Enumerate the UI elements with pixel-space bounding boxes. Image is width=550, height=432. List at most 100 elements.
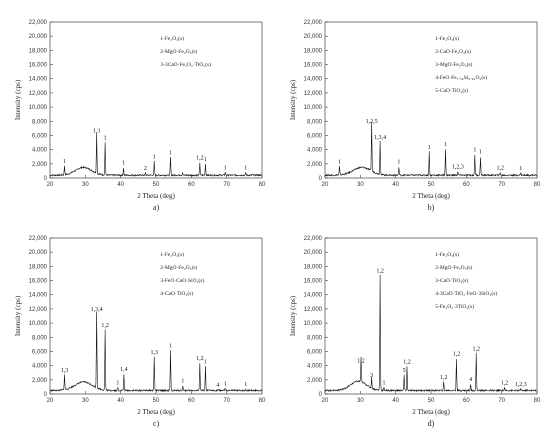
- x-tick-label: 20: [322, 398, 329, 404]
- legend-entry: 5-CaO·TiO₂(s): [435, 87, 468, 94]
- y-tick-label: 10,000: [304, 105, 323, 111]
- xrd-panel-a: 0 2,000 4,000 6,000 8,000 10,000 12,000 14,000 1…: [0, 0, 275, 216]
- peak-label: 1: [63, 159, 66, 165]
- xrd-chart-a: 0 2,000 4,000 6,000 8,000 10,000 12,000 14,000 1…: [14, 20, 266, 212]
- y-tick-label: 8,000: [32, 119, 48, 125]
- y-tick-label: 18,000: [29, 264, 48, 270]
- y-tick-label: 8,000: [307, 119, 323, 125]
- panel-label: b): [428, 203, 435, 212]
- peak-label: 1: [444, 142, 447, 148]
- x-tick-label: 20: [47, 398, 54, 404]
- x-axis-title: 2 Theta (deg): [412, 192, 450, 200]
- x-tick-label: 30: [82, 398, 89, 404]
- xrd-trace: [324, 275, 537, 393]
- y-tick-label: 10,000: [304, 321, 323, 327]
- peak-label: 1: [153, 155, 156, 161]
- y-tick-label: 2,000: [32, 378, 48, 384]
- peak-label: 1,3: [93, 128, 101, 134]
- x-tick-label: 50: [153, 398, 160, 404]
- x-axis-title: 2 Theta (deg): [137, 408, 175, 416]
- legend-entry: 2-CaO·Fe₂O₃(s): [435, 48, 471, 55]
- xrd-chart-c: 0 2,000 4,000 6,000 8,000 10,000 12,000 14,000 1…: [14, 236, 266, 428]
- peak-label: 1,2,5: [366, 119, 378, 125]
- x-tick-label: 20: [47, 182, 54, 188]
- xrd-panel-b: 0 2,000 4,000 6,000 8,000 10,000 12,000 14,000 1…: [275, 0, 550, 216]
- y-tick-label: 22,000: [304, 236, 323, 242]
- y-tick-label: 14,000: [304, 293, 323, 299]
- legend-entry: 1-Fe₂O₃(s): [160, 251, 184, 258]
- x-tick-label: 60: [463, 398, 470, 404]
- peak-label: 1,2: [453, 352, 461, 358]
- peak-label: 1: [104, 136, 107, 142]
- peak-label: 1: [428, 145, 431, 151]
- peak-label: 1: [244, 165, 247, 171]
- legend-entry: 3-CaO·TiO₂(s): [435, 277, 468, 284]
- peak-label: 1,3,4: [374, 135, 386, 141]
- peak-label: 1: [204, 359, 207, 365]
- y-tick-label: 22,000: [29, 236, 48, 242]
- legend-entry: 4-CaO·TiO₂(s): [160, 290, 193, 297]
- y-tick-label: 10,000: [29, 105, 48, 111]
- x-tick-label: 80: [259, 398, 266, 404]
- y-tick-label: 4,000: [307, 148, 323, 154]
- x-tick-label: 70: [498, 398, 505, 404]
- peak-label: 1: [397, 160, 400, 166]
- y-tick-label: 12,000: [29, 307, 48, 313]
- peak-label: 1,2,3: [452, 165, 464, 171]
- x-tick-label: 80: [534, 182, 541, 188]
- peak-label: 1: [224, 165, 227, 171]
- x-tick-label: 40: [117, 182, 124, 188]
- y-tick-label: 20,000: [304, 250, 323, 256]
- peak-label: 1,2: [403, 359, 411, 365]
- y-tick-label: 6,000: [307, 349, 323, 355]
- y-tick-label: 14,000: [29, 77, 48, 83]
- y-tick-label: 2,000: [32, 162, 48, 168]
- y-tick-label: 18,000: [304, 264, 323, 270]
- peak-label: 1: [169, 344, 172, 350]
- legend-entry: 2-MgO·Fe₂O₃(s): [160, 264, 197, 271]
- y-tick-label: 10,000: [29, 321, 48, 327]
- peak-label: 1,2: [440, 375, 448, 381]
- y-tick-label: 22,000: [29, 20, 48, 26]
- y-tick-label: 12,000: [304, 307, 323, 313]
- peak-label: 4: [216, 383, 219, 389]
- legend-entry: 1-Fe₂O₃(s): [435, 251, 459, 258]
- y-axis-title: Intensity (cps): [289, 295, 297, 336]
- xrd-trace: [49, 133, 262, 177]
- y-tick-label: 16,000: [29, 279, 48, 285]
- y-tick-label: 4,000: [307, 364, 323, 370]
- x-tick-label: 70: [498, 182, 505, 188]
- y-tick-label: 12,000: [304, 91, 323, 97]
- y-axis-title: Intensity (cps): [14, 295, 22, 336]
- y-tick-label: 16,000: [304, 279, 323, 285]
- peak-label: 1: [519, 166, 522, 172]
- legend-entry: 4-3CaO·TiO₂·FeO·3SiO₂(s): [435, 290, 497, 297]
- y-tick-label: 18,000: [29, 48, 48, 54]
- y-tick-label: 4,000: [32, 148, 48, 154]
- peak-label: 3: [370, 373, 373, 379]
- y-tick-label: 20,000: [29, 34, 48, 40]
- peak-label: 1,3: [150, 350, 158, 356]
- y-tick-label: 6,000: [307, 133, 323, 139]
- x-axis-title: 2 Theta (deg): [137, 192, 175, 200]
- legend-entry: 3-3CaO·Fe₂O₃·TiO₂(s): [160, 61, 211, 68]
- x-tick-label: 80: [259, 182, 266, 188]
- x-tick-label: 50: [428, 182, 435, 188]
- peak-label: 1,2,3: [515, 382, 527, 388]
- peak-label: 1: [169, 150, 172, 156]
- x-tick-label: 60: [188, 182, 195, 188]
- x-tick-label: 70: [223, 182, 230, 188]
- y-tick-label: 0: [44, 392, 48, 398]
- y-tick-label: 0: [319, 176, 323, 182]
- peak-label: 1: [244, 382, 247, 388]
- plot-frame: [49, 21, 263, 179]
- x-axis-title: 2 Theta (deg): [412, 408, 450, 416]
- legend-entry: 3-FeO·CaO·SiO₂(s): [160, 277, 204, 284]
- peak-label: 1,3: [61, 368, 69, 374]
- legend-entry: 1-Fe₂O₃(s): [435, 35, 459, 42]
- peak-label: 1: [473, 148, 476, 154]
- y-tick-label: 14,000: [29, 293, 48, 299]
- x-tick-label: 70: [223, 398, 230, 404]
- y-tick-label: 8,000: [307, 335, 323, 341]
- peak-label: 1,2: [357, 359, 365, 365]
